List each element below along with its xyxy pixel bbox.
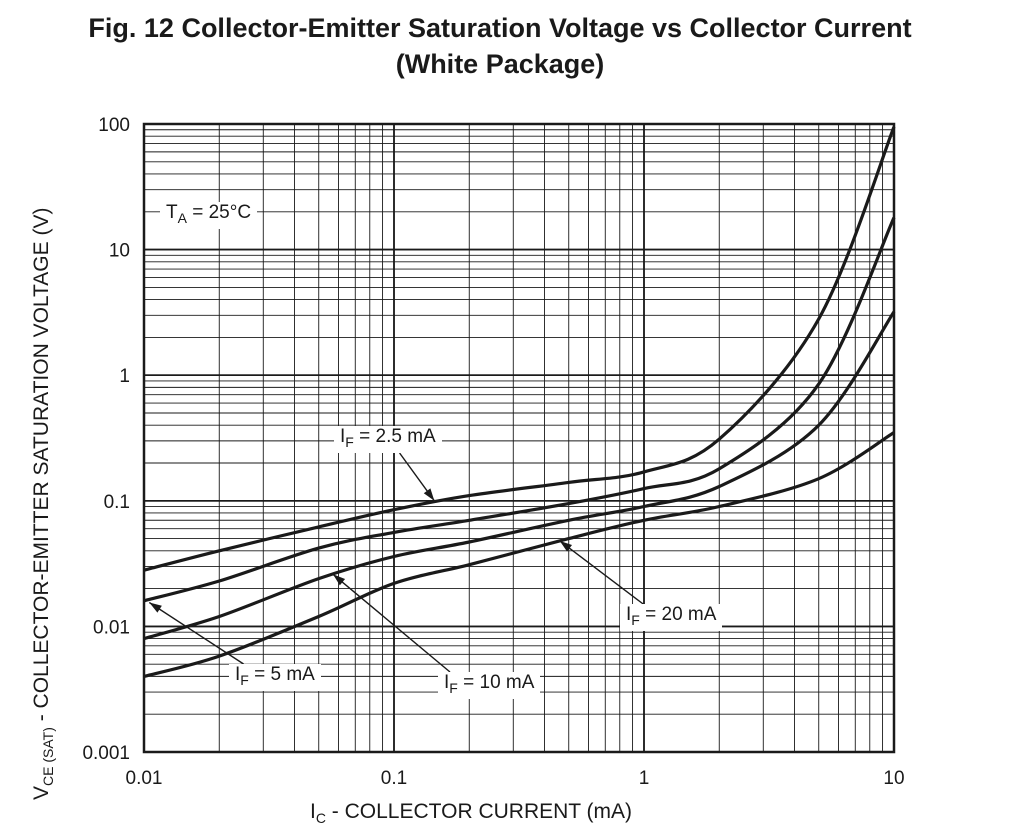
label-if-20ma: IF = 20 mA — [620, 604, 723, 631]
annotation-arrows — [148, 452, 644, 673]
arrowhead — [559, 540, 572, 552]
y-tick-label: 10 — [109, 241, 130, 262]
arrowhead — [332, 574, 346, 586]
series-line-i-f-20-ma — [143, 431, 895, 678]
y-tick-labels: 0.001 0.01 0.1 1 10 100 — [82, 115, 130, 764]
x-tick-label: 0.1 — [381, 768, 407, 789]
curves — [143, 126, 896, 678]
y-tick-label: 0.1 — [104, 492, 130, 513]
x-tick-labels: 0.01 0.1 1 10 — [126, 768, 905, 789]
arrowhead — [149, 602, 162, 613]
annotation-arrow-line — [559, 540, 644, 605]
y-tick-label: 1 — [119, 366, 130, 387]
plot-frame — [142, 122, 896, 754]
label-if-2.5ma: IF = 2.5 mA — [334, 426, 442, 453]
x-tick-label: 1 — [639, 768, 650, 789]
x-tick-label: 0.01 — [126, 768, 163, 789]
x-tick-label: 10 — [883, 768, 904, 789]
label-if-5ma: IF = 5 mA — [229, 664, 321, 691]
annotation-arrow-line — [332, 573, 451, 673]
series-line-i-f-5-ma — [143, 216, 896, 603]
x-axis-label: IC - COLLECTOR CURRENT (mA) — [310, 800, 633, 827]
series-line-i-f-10-ma — [143, 310, 896, 641]
arrowhead — [423, 488, 435, 501]
temperature-condition: TA = 25°C — [160, 202, 258, 229]
label-if-10ma: IF = 10 mA — [438, 672, 541, 699]
y-tick-label: 0.001 — [82, 743, 130, 764]
y-axis-label: VCE (SAT) - COLLECTOR-EMITTER SATURATION… — [30, 207, 57, 800]
annotation-arrow-line — [148, 601, 244, 665]
chart-title-line2: (White Package) — [395, 49, 605, 79]
y-tick-label: 100 — [98, 115, 130, 136]
series-line-i-f-2.5-ma — [143, 126, 896, 572]
y-tick-label: 0.01 — [93, 617, 130, 638]
chart-title-line1: Fig. 12 Collector-Emitter Saturation Vol… — [88, 13, 912, 43]
